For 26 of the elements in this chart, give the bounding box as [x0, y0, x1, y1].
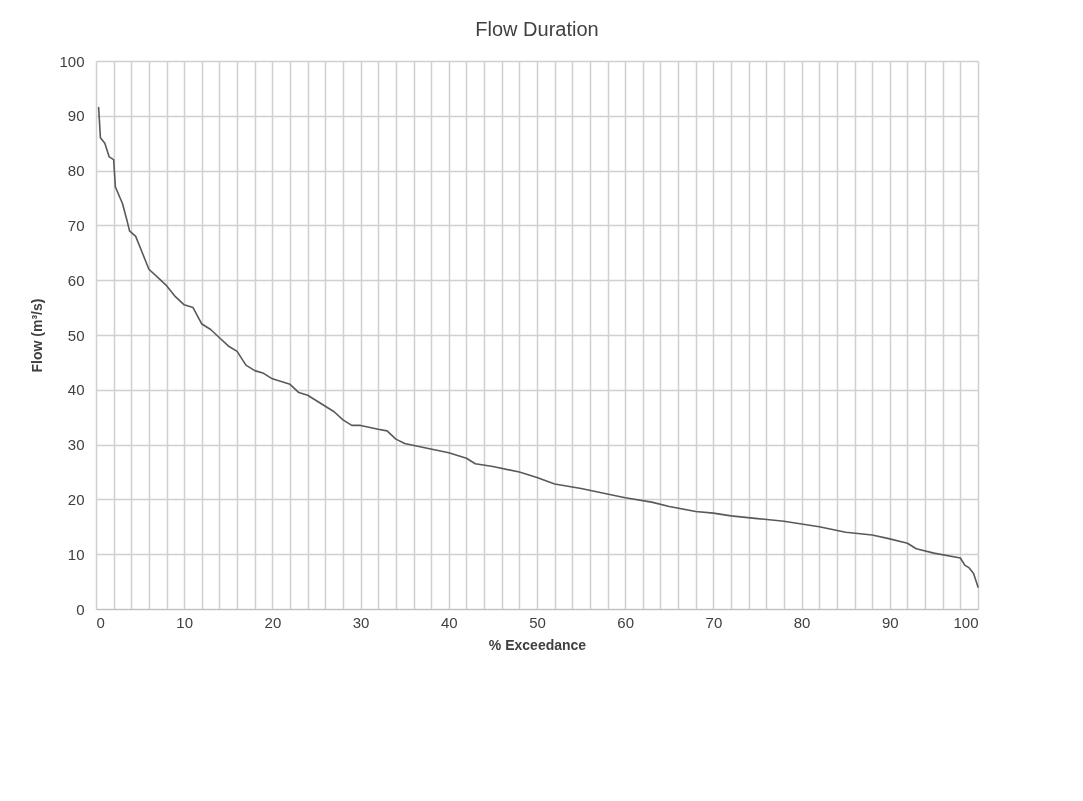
x-tick-label: 20	[264, 613, 282, 631]
x-tick-label: 100	[953, 613, 979, 631]
x-axis-title: % Exceedance	[488, 636, 587, 653]
x-tick-label: 10	[176, 613, 194, 631]
y-tick-label: 10	[67, 545, 85, 563]
y-tick-label: 70	[67, 216, 85, 234]
line-series	[97, 106, 979, 588]
x-tick-label: 90	[881, 613, 899, 631]
y-tick-label: 20	[67, 490, 85, 508]
y-tick-label: 0	[76, 600, 85, 618]
y-tick-label: 40	[67, 381, 85, 399]
x-tick-label: 40	[440, 613, 458, 631]
chart-title: Flow Duration	[475, 18, 599, 40]
x-tick-label: 70	[705, 613, 723, 631]
y-axis-title: Flow (m³/s)	[29, 298, 46, 373]
x-tick-label: 30	[352, 613, 370, 631]
x-tick-label: 80	[793, 613, 811, 631]
y-tick-label: 80	[67, 162, 85, 180]
x-tick-label: 0	[96, 613, 105, 631]
y-tick-label: 50	[67, 326, 85, 344]
y-tick-label: 90	[67, 107, 85, 125]
y-tick-label: 100	[59, 52, 85, 70]
x-tick-label: 60	[617, 613, 635, 631]
y-tick-label: 30	[67, 436, 85, 454]
x-tick-label: 50	[529, 613, 546, 631]
y-tick-label: 60	[67, 271, 85, 289]
